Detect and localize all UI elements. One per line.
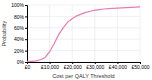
grid	[27, 5, 140, 62]
tick-label: 20%	[14, 48, 25, 54]
grid-line-x	[49, 5, 50, 62]
tick: 0%	[17, 59, 27, 65]
x-axis: £0 £10,000 £20,000 £30,000 £40,000 £50,000	[25, 62, 150, 70]
y-axis: 0% 20% 40% 60% 80% 100%	[11, 2, 27, 65]
grid-line-y	[27, 39, 140, 40]
tick: 20%	[14, 48, 27, 54]
tick-mark	[25, 62, 27, 63]
plot: £0 £10,000 £20,000 £30,000 £40,000 £50,000 0% 2…	[11, 2, 150, 69]
tick-mark	[25, 16, 27, 17]
tick-label: 40%	[14, 36, 25, 42]
tick-label: £30,000	[86, 64, 104, 70]
x-axis-title: Cost per QALY Threshold	[52, 73, 114, 79]
tick-label: £50,000	[131, 64, 149, 70]
grid-line-y	[27, 16, 140, 17]
tick-label: 80%	[14, 14, 25, 20]
line	[27, 7, 140, 61]
axis-line	[25, 6, 28, 63]
tick-label: £10,000	[41, 64, 59, 70]
tick-label: £20,000	[64, 64, 82, 70]
grid-line-y	[27, 5, 140, 6]
tick: £50,000	[131, 62, 149, 70]
grid-line-x	[94, 5, 95, 62]
tick-mark	[25, 39, 27, 40]
tick: £10,000	[41, 62, 59, 70]
grid-line-x	[117, 5, 118, 62]
tick-label: £0	[25, 64, 31, 70]
chart: £0 £10,000 £20,000 £30,000 £40,000 £50,000 0% 2…	[0, 0, 152, 80]
tick-label: 0%	[17, 59, 25, 65]
tick: £0	[25, 62, 31, 70]
grid-line-x	[72, 5, 73, 62]
tick: 80%	[14, 14, 27, 20]
tick-mark	[25, 5, 27, 6]
tick: £20,000	[64, 62, 82, 70]
tick-label: 60%	[14, 25, 25, 31]
tick: £30,000	[86, 62, 104, 70]
tick: 60%	[14, 25, 27, 31]
tick: 40%	[14, 36, 27, 42]
grid-line-x	[140, 5, 141, 62]
grid-line-y	[27, 27, 140, 28]
tick-mark	[25, 51, 27, 52]
y-axis-title: Probability	[1, 20, 7, 46]
tick: £40,000	[109, 62, 127, 70]
tick-label: 100%	[11, 2, 24, 8]
tick-label: £40,000	[109, 64, 127, 70]
tick-mark	[25, 28, 27, 29]
grid-line-y	[27, 50, 140, 51]
marks	[27, 7, 140, 61]
tick: 100%	[11, 2, 27, 8]
